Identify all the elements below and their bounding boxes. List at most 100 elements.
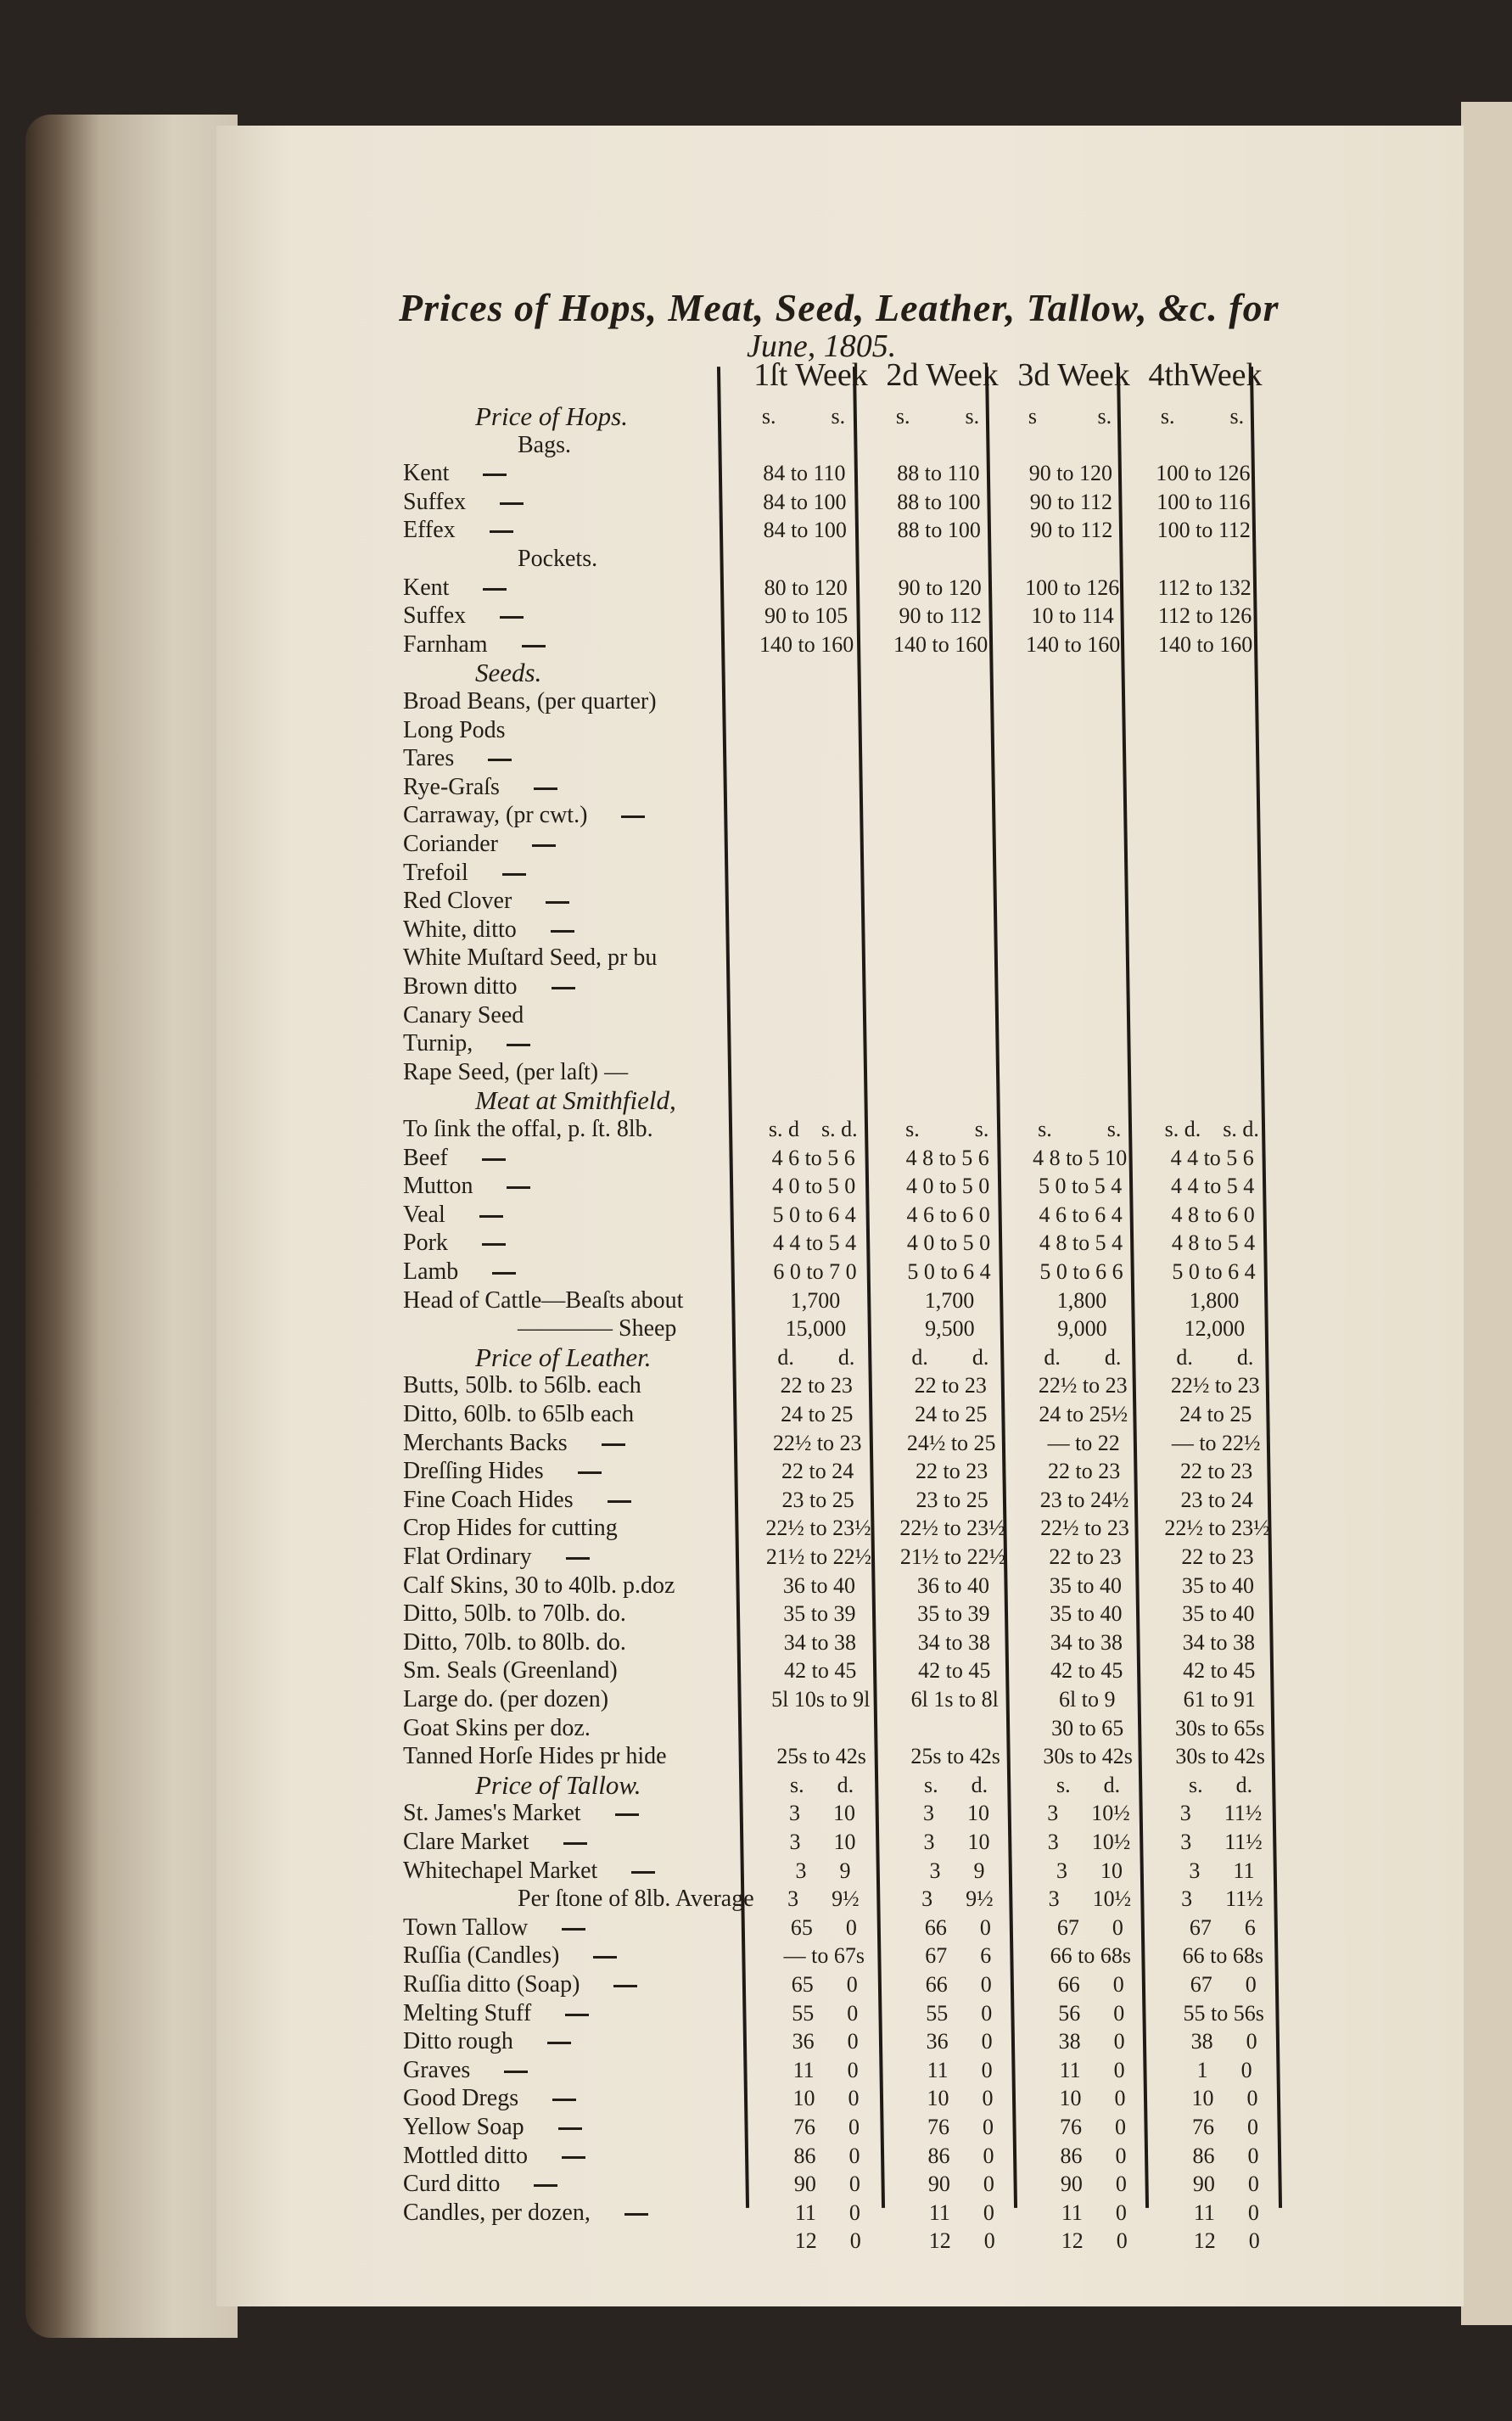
price-cell-week-3: 5 0 to 6 6 bbox=[1039, 1259, 1123, 1284]
price-cell-week-1: 55 0 bbox=[792, 2000, 859, 2026]
price-cell-week-4: 140 to 160 bbox=[1157, 631, 1253, 657]
leader-dash bbox=[492, 1272, 517, 1275]
row-label-text: Head of Cattle—Beaſts about bbox=[403, 1286, 684, 1314]
row-label: Ruſſia ditto (Soap) bbox=[403, 1970, 638, 1999]
price-cell-week-3: 67 0 bbox=[1056, 1914, 1123, 1940]
row-label: Effex bbox=[403, 516, 513, 545]
price-cell-week-3: 11 0 bbox=[1059, 2057, 1125, 2082]
row-label-text: Effex bbox=[403, 517, 456, 544]
row-label-text: Candles, per dozen, bbox=[403, 2199, 591, 2226]
price-cell-week-1: 90 0 bbox=[793, 2172, 860, 2197]
leader-dash bbox=[501, 872, 526, 876]
price-cell-week-2: 55 0 bbox=[926, 2000, 993, 2026]
price-cell-week-2: 140 to 160 bbox=[893, 631, 988, 657]
price-cell-week-4: 34 to 38 bbox=[1182, 1629, 1255, 1655]
price-cell-week-4: 4 8 to 6 0 bbox=[1171, 1202, 1255, 1227]
price-cell-week-2: 88 to 110 bbox=[897, 461, 980, 486]
row-label-text: Lamb bbox=[403, 1258, 459, 1285]
row-label-text: Suffex bbox=[403, 488, 467, 515]
price-cell-week-3: 42 to 45 bbox=[1050, 1658, 1123, 1684]
price-cell-week-1: 4 6 to 5 6 bbox=[771, 1145, 855, 1170]
row-label-text: Suffex bbox=[403, 602, 467, 630]
price-cell-week-4: 12 0 bbox=[1193, 2228, 1260, 2254]
table-row: To ſink the offal, p. ſt. 8lb. s. d s. d.… bbox=[0, 1115, 1512, 1144]
table-row: ———— Sheep 15,000 9,500 9,000 12,000 bbox=[0, 1314, 1512, 1343]
row-label: Melting Stuff bbox=[403, 1999, 590, 2028]
price-cell-week-1: 11 0 bbox=[792, 2057, 859, 2082]
price-cell-week-4: 67 6 bbox=[1189, 1914, 1256, 1940]
row-label: Ditto rough bbox=[403, 2027, 571, 2056]
row-label-text: Goat Skins per doz. bbox=[403, 1714, 591, 1741]
table-row: Veal 5 0 to 6 4 4 6 to 6 0 4 6 to 6 4 4 8 to… bbox=[0, 1201, 1512, 1230]
row-label-text: Ditto, 50lb. to 70lb. do. bbox=[403, 1600, 626, 1628]
price-cell-week-3: 140 to 160 bbox=[1025, 631, 1121, 657]
table-row: Candles, per dozen, 11 0 11 0 11 0 11 0 bbox=[0, 2199, 1512, 2228]
price-cell-week-2: 34 to 38 bbox=[917, 1629, 990, 1655]
table-row: Kent 80 to 120 90 to 120 100 to 126 112 to 1… bbox=[0, 574, 1512, 602]
price-cell-week-1: 22½ to 23½ bbox=[765, 1516, 871, 1541]
price-cell-week-4: 112 to 126 bbox=[1158, 603, 1252, 629]
price-cell-week-4: 4 8 to 5 4 bbox=[1171, 1230, 1256, 1256]
price-cell-week-3: 1,800 bbox=[1056, 1287, 1107, 1313]
price-cell-week-2: 42 to 45 bbox=[918, 1658, 991, 1684]
table-row: Curd ditto 90 0 90 0 90 0 90 0 bbox=[0, 2170, 1512, 2199]
row-label: Bags. bbox=[518, 431, 571, 460]
table-row: Clare Market 3 10 3 10 3 10½ 3 11½ bbox=[0, 1828, 1512, 1857]
leader-dash bbox=[521, 644, 546, 647]
table-row: Head of Cattle—Beaſts about 1,700 1,700 1,8… bbox=[0, 1286, 1512, 1315]
price-cell-week-4: s. d. s. d. bbox=[1164, 1117, 1259, 1141]
price-cell-week-2: 4 0 to 5 0 bbox=[906, 1174, 990, 1199]
row-label: Good Dregs bbox=[403, 2084, 577, 2113]
price-cell-week-1: d. d. bbox=[777, 1344, 855, 1370]
row-label: Per ſtone of 8lb. Average bbox=[518, 1885, 754, 1914]
price-cell-week-4: 5 0 to 6 4 bbox=[1172, 1259, 1256, 1284]
row-label: Canary Seed bbox=[403, 1001, 524, 1030]
row-label: Mutton bbox=[403, 1172, 531, 1201]
row-label-text: Fine Coach Hides bbox=[403, 1486, 574, 1513]
row-label-text: Town Tallow bbox=[403, 1914, 529, 1941]
price-cell-week-1: 76 0 bbox=[793, 2115, 860, 2139]
row-label-text: Carraway, (pr cwt.) bbox=[403, 802, 588, 829]
table-row: Per ſtone of 8lb. Average 3 9½ 3 9½ 3 10½ 3 … bbox=[0, 1885, 1512, 1914]
price-cell-week-4: 1,800 bbox=[1189, 1287, 1240, 1313]
row-label-text: Coriander bbox=[403, 831, 498, 857]
row-label: Pockets. bbox=[518, 545, 597, 574]
price-cell-week-1: 15,000 bbox=[785, 1316, 847, 1342]
price-cell-week-2: 4 0 to 5 0 bbox=[906, 1230, 991, 1256]
row-label: Dreſſing Hides bbox=[403, 1457, 602, 1486]
row-label-text: Good Dregs bbox=[403, 2085, 519, 2112]
row-label-text: Ditto, 70lb. to 80lb. do. bbox=[403, 1628, 626, 1656]
price-cell-week-3: 30 to 65 bbox=[1051, 1715, 1124, 1740]
row-label-text: Kent bbox=[403, 574, 450, 601]
price-cell-week-2: d. d. bbox=[911, 1344, 989, 1370]
price-cell-week-3: 34 to 38 bbox=[1050, 1629, 1123, 1655]
row-label-text: Rye-Graſs bbox=[403, 773, 500, 800]
table-row: White, ditto bbox=[0, 916, 1512, 944]
price-cell-week-2: 3 9 bbox=[929, 1858, 985, 1883]
leader-dash bbox=[613, 1985, 638, 1988]
row-label-text: Tanned Horſe Hides pr hide bbox=[403, 1743, 667, 1770]
leader-dash bbox=[546, 901, 570, 905]
price-cell-week-2: 10 0 bbox=[927, 2086, 994, 2111]
table-row: Lamb 6 0 to 7 0 5 0 to 6 4 5 0 to 6 6 5 0 to… bbox=[0, 1258, 1512, 1286]
price-cell-week-1: s. d. bbox=[790, 1772, 854, 1797]
price-cell-week-3: 5 0 to 5 4 bbox=[1039, 1174, 1123, 1199]
row-label-text: Beef bbox=[403, 1144, 448, 1171]
section-heading: Seeds. bbox=[475, 658, 541, 687]
price-cell-week-3: 4 8 to 5 10 bbox=[1033, 1145, 1128, 1170]
leader-dash bbox=[621, 815, 646, 819]
table-row: Good Dregs 10 0 10 0 10 0 10 0 bbox=[0, 2084, 1512, 2113]
price-cell-week-4: 24 to 25 bbox=[1179, 1402, 1252, 1426]
price-cell-week-2: 21½ to 22½ bbox=[899, 1544, 1006, 1569]
price-cell-week-1: 84 to 100 bbox=[763, 518, 847, 543]
table-row: Merchants Backs 22½ to 23 24½ to 25 — to 22… bbox=[0, 1429, 1512, 1458]
row-label-text: Whitechapel Market bbox=[403, 1857, 598, 1884]
row-label-text: Calf Skins, 30 to 40lb. p.doz bbox=[403, 1572, 675, 1599]
row-label-text: White Muſtard Seed, pr bu bbox=[403, 944, 658, 972]
leader-dash bbox=[565, 2013, 590, 2016]
table-row: Ditto, 60lb. to 65lb each 24 to 25 24 to 2… bbox=[0, 1400, 1512, 1429]
table-row: Fine Coach Hides 23 to 25 23 to 25 23 to 24… bbox=[0, 1486, 1512, 1515]
price-cell-week-1: 34 to 38 bbox=[783, 1629, 856, 1655]
row-label-text: Trefoil bbox=[403, 859, 468, 886]
price-cell-week-1: 65 0 bbox=[791, 1972, 858, 1997]
